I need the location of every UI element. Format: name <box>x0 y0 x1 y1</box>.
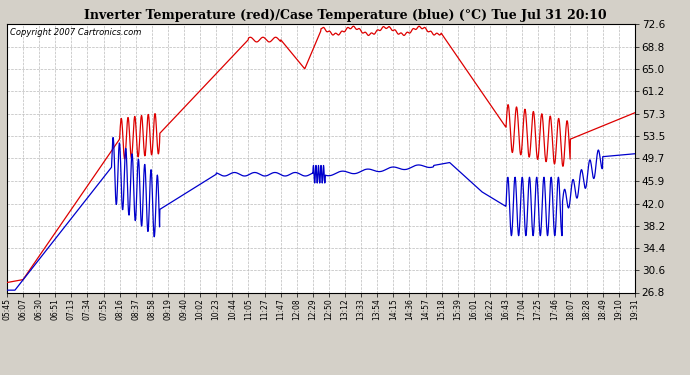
Text: Inverter Temperature (red)/Case Temperature (blue) (°C) Tue Jul 31 20:10: Inverter Temperature (red)/Case Temperat… <box>83 9 607 22</box>
Text: Copyright 2007 Cartronics.com: Copyright 2007 Cartronics.com <box>10 28 141 38</box>
